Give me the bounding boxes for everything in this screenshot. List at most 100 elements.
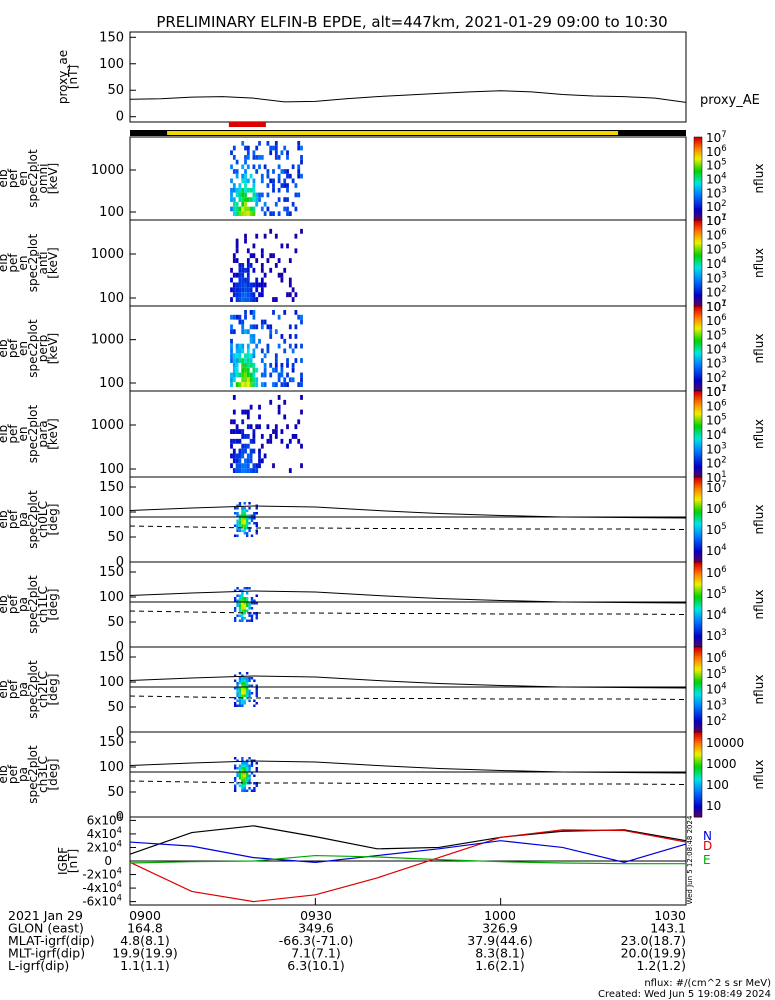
footer-table: 2021 Jan 29 0900 0930 1000 1030 GLON (east) 16… bbox=[8, 908, 771, 1000]
colorbar-tick-label: 10 bbox=[706, 799, 721, 813]
spec-pixel bbox=[244, 169, 247, 174]
colorbar-step bbox=[694, 337, 702, 341]
colorbar-step bbox=[694, 386, 702, 390]
spec-pixel bbox=[238, 197, 242, 202]
spec-pixel bbox=[244, 314, 247, 320]
spec-pixel bbox=[260, 267, 264, 273]
colorbar-step bbox=[694, 793, 702, 797]
spec-pixel bbox=[255, 258, 259, 263]
panel-3-ylabel-4: perp bbox=[36, 335, 50, 363]
spec-pixel bbox=[233, 779, 237, 782]
spec-pixel bbox=[230, 192, 233, 198]
colorbar-step bbox=[694, 574, 702, 578]
colorbar-step bbox=[694, 649, 702, 652]
igrf-legend-e: E bbox=[703, 853, 711, 867]
spec-pixel bbox=[277, 187, 281, 193]
ytick-label: 150 bbox=[99, 30, 124, 45]
spec-pixel bbox=[238, 589, 242, 592]
spec-pixel bbox=[233, 619, 237, 622]
spec-pixel bbox=[283, 399, 287, 405]
colorbar-step bbox=[694, 429, 702, 433]
spec-pixel bbox=[280, 272, 284, 278]
spec-pixel bbox=[246, 409, 250, 415]
panel-3: elbpefenspec2plotperp[keV]10010001011021… bbox=[0, 298, 766, 399]
spec-pixel bbox=[243, 512, 246, 515]
colorbar-step bbox=[694, 511, 702, 514]
spec-pixel bbox=[272, 183, 275, 188]
spec-pixel bbox=[266, 258, 270, 263]
spec-pixel bbox=[253, 679, 256, 682]
spec-pixel bbox=[283, 348, 287, 354]
spec-pixel bbox=[233, 607, 237, 610]
spec-pixel bbox=[233, 704, 237, 707]
spec-pixel bbox=[280, 150, 284, 156]
colorbar-step bbox=[694, 320, 702, 324]
panel-5: elbpefpaspec2plotch0LC[deg]0501001501041… bbox=[0, 476, 766, 570]
spec-pixel bbox=[241, 784, 244, 787]
spec-pixel bbox=[246, 453, 250, 459]
spec-pixel bbox=[241, 599, 244, 602]
spec-pixel bbox=[253, 514, 256, 517]
spec-pixel bbox=[246, 468, 250, 473]
spec-pixel bbox=[252, 243, 256, 249]
colorbar-step bbox=[694, 551, 702, 554]
colorbar-step bbox=[694, 406, 702, 409]
panel-0-frame bbox=[129, 31, 687, 123]
colorbar-step bbox=[694, 500, 702, 503]
spec-pixel bbox=[236, 507, 239, 510]
spec-pixel bbox=[241, 173, 245, 179]
spec-pixel bbox=[243, 677, 246, 680]
spec-pixel bbox=[233, 534, 237, 537]
spec-pixel bbox=[238, 682, 242, 685]
colorbar-step bbox=[694, 734, 702, 737]
igrf-legend-n: N bbox=[703, 829, 712, 843]
loss-cone-line bbox=[129, 760, 687, 774]
panel-1-ylabel-1: pef bbox=[6, 168, 20, 188]
colorbar-step bbox=[694, 230, 702, 234]
ytick-label: 100 bbox=[99, 590, 124, 605]
colorbar-step bbox=[694, 685, 702, 688]
spec-pixel bbox=[263, 319, 267, 325]
colorbar-step bbox=[694, 636, 702, 639]
panel-7-ylabel-5: [deg] bbox=[46, 674, 60, 706]
spec-pixel bbox=[238, 677, 242, 680]
spec-pixel bbox=[283, 310, 287, 315]
colorbar-step bbox=[694, 610, 702, 614]
colorbar-step bbox=[694, 374, 702, 377]
spec-pixel bbox=[249, 338, 253, 344]
colorbar-step bbox=[694, 676, 702, 680]
colorbar-step bbox=[694, 555, 702, 559]
spec-pixel bbox=[246, 372, 250, 378]
spec-pixel bbox=[238, 519, 242, 522]
spec-pixel bbox=[248, 787, 251, 790]
spec-pixel bbox=[230, 338, 233, 344]
spec-pixel bbox=[258, 155, 261, 160]
panel-2-ylabel-0: elb bbox=[0, 254, 10, 272]
spec-pixel bbox=[241, 362, 245, 368]
spec-pixel bbox=[266, 438, 270, 444]
spec-pixel bbox=[249, 197, 253, 202]
spec-pixel bbox=[246, 443, 250, 449]
spec-pixel bbox=[245, 682, 249, 685]
spec-pixel bbox=[241, 689, 244, 692]
spec-pixel bbox=[255, 529, 258, 532]
spec-pixel bbox=[235, 282, 239, 288]
colorbar-step bbox=[694, 314, 702, 318]
spec-pixel bbox=[277, 372, 281, 378]
spec-pixel bbox=[241, 272, 245, 278]
colorbar-step bbox=[694, 299, 702, 303]
colorbar-step bbox=[694, 228, 702, 232]
spec-pixel bbox=[236, 699, 239, 702]
panel-6-frame bbox=[129, 561, 687, 648]
spec-pixel bbox=[252, 367, 256, 373]
spec-pixel bbox=[252, 178, 256, 184]
spec-pixel bbox=[233, 784, 237, 787]
spec-pixel bbox=[238, 529, 242, 532]
spec-pixel bbox=[243, 769, 246, 772]
footer-cell: 349.6 bbox=[298, 921, 334, 936]
colorbar-step bbox=[694, 284, 702, 288]
spec-pixel bbox=[249, 287, 253, 293]
colorbar-tick-label: 105 bbox=[706, 326, 727, 342]
spec-pixel bbox=[277, 173, 281, 179]
colorbar-8: 10 100 1000 10000 nflux bbox=[693, 731, 766, 818]
